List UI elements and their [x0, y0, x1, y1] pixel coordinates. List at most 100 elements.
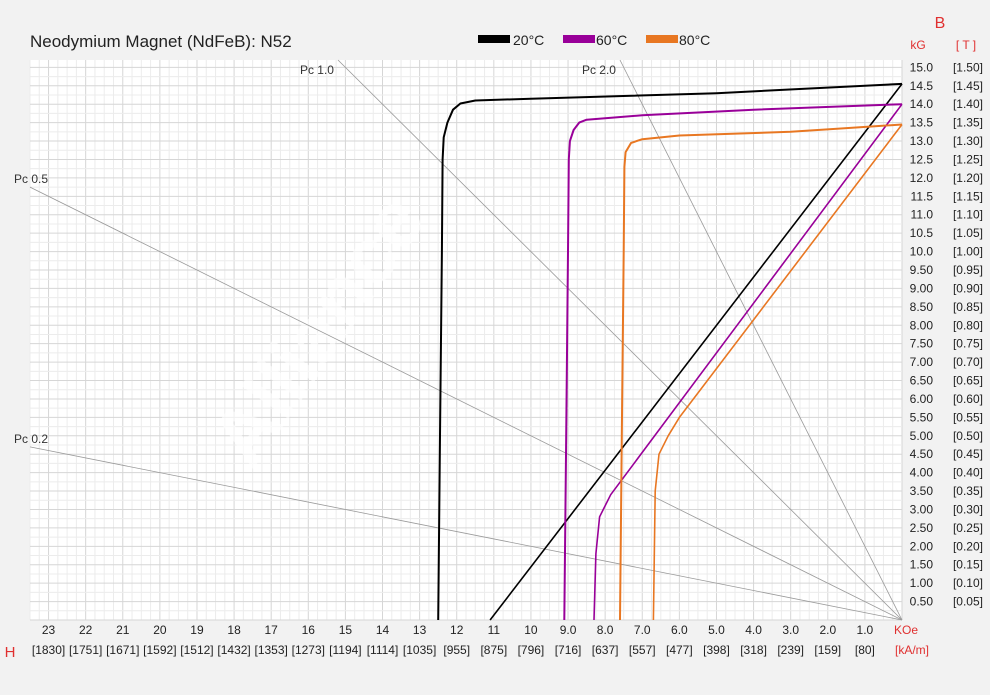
load-line-pc-2	[619, 59, 903, 621]
y-tick-label-secondary: [0.90]	[953, 281, 983, 295]
load-line-label-pc-1: Pc 1.0	[300, 63, 334, 77]
x-tick-label: 13	[413, 623, 427, 637]
y-tick-label: 2.50	[910, 521, 934, 535]
x-tick-label-secondary: [159]	[814, 643, 841, 657]
x-tick-label: 18	[227, 623, 241, 637]
x-tick-label: 16	[302, 623, 316, 637]
y-tick-label: 9.00	[910, 281, 934, 295]
x-tick-label-secondary: [1751]	[69, 643, 102, 657]
y-tick-label: 15.0	[910, 60, 934, 74]
y-tick-label-secondary: [0.55]	[953, 410, 983, 424]
legend-swatch-80c	[646, 35, 678, 43]
x-tick-label-secondary: [1830]	[32, 643, 65, 657]
x-tick-label: 7.0	[634, 623, 651, 637]
load-line-pc-0-2	[29, 446, 903, 621]
x-tick-label: 1.0	[857, 623, 874, 637]
legend-label-60c: 60°C	[596, 32, 627, 48]
x-tick-label-secondary: [716]	[555, 643, 582, 657]
x-tick-label: 4.0	[745, 623, 762, 637]
y-tick-label-secondary: [0.95]	[953, 263, 983, 277]
x-tick-label: 23	[42, 623, 56, 637]
x-axis-unit-primary: KOe	[894, 623, 918, 637]
x-tick-label-secondary: [239]	[777, 643, 804, 657]
x-tick-label: 3.0	[782, 623, 799, 637]
x-tick-label-secondary: [318]	[740, 643, 767, 657]
x-tick-label-secondary: [1273]	[292, 643, 325, 657]
y-tick-label-secondary: [1.00]	[953, 245, 983, 259]
axes: 23 [1830] 22 [1751] 21 [1671] 20 [1592] 19 [1512]…	[32, 60, 983, 657]
grid	[29, 60, 903, 621]
y-tick-label-secondary: [0.75]	[953, 337, 983, 351]
y-axis-unit-primary: kG	[910, 38, 925, 52]
y-axis-name: B	[935, 15, 946, 32]
y-tick-label-secondary: [0.10]	[953, 576, 983, 590]
x-tick-label-secondary: [955]	[443, 643, 470, 657]
y-tick-label: 4.00	[910, 466, 934, 480]
y-tick-label: 4.50	[910, 447, 934, 461]
load-line-label-pc-2: Pc 2.0	[582, 63, 616, 77]
x-tick-label: 20	[153, 623, 167, 637]
y-tick-label: 3.50	[910, 484, 934, 498]
series-60c-normal-curve	[563, 103, 903, 621]
x-tick-label-secondary: [398]	[703, 643, 730, 657]
x-tick-label-secondary: [637]	[592, 643, 619, 657]
y-tick-label: 7.00	[910, 355, 934, 369]
x-tick-label-secondary: [477]	[666, 643, 693, 657]
y-tick-label: 6.00	[910, 392, 934, 406]
series	[437, 82, 903, 621]
y-tick-label: 11.5	[911, 189, 934, 203]
x-tick-label-secondary: [1512]	[180, 643, 213, 657]
y-tick-label-secondary: [0.80]	[953, 318, 983, 332]
y-tick-label: 3.00	[910, 502, 934, 516]
y-tick-label: 13.5	[910, 116, 934, 130]
y-tick-label: 1.00	[910, 576, 934, 590]
y-tick-label: 0.50	[910, 595, 934, 609]
y-tick-label-secondary: [0.40]	[953, 466, 983, 480]
x-tick-label: 17	[265, 623, 279, 637]
series-60c-recoil-line	[593, 103, 903, 621]
x-axis-unit-secondary: [kA/m]	[895, 643, 929, 657]
legend-label-20c: 20°C	[513, 32, 544, 48]
series-20c-recoil-line	[489, 83, 903, 621]
y-tick-label: 2.00	[910, 539, 934, 553]
y-tick-label-secondary: [0.50]	[953, 429, 983, 443]
y-tick-label-secondary: [0.15]	[953, 558, 983, 572]
series-80c-recoil-line	[652, 124, 903, 621]
x-tick-label-secondary: [875]	[480, 643, 507, 657]
load-lines: Pc 0.2 Pc 0.5 Pc 1.0 Pc 2.0	[14, 59, 903, 621]
load-line-pc-0-5	[29, 186, 903, 621]
x-tick-label-secondary: [80]	[855, 643, 875, 657]
x-tick-label-secondary: [1592]	[143, 643, 176, 657]
y-tick-label: 10.0	[910, 245, 934, 259]
x-tick-label-secondary: [1035]	[403, 643, 436, 657]
x-tick-label: 9.0	[560, 623, 577, 637]
y-tick-label: 8.00	[910, 318, 934, 332]
load-line-label-pc-0-5: Pc 0.5	[14, 172, 48, 186]
y-tick-label-secondary: [0.30]	[953, 502, 983, 516]
x-tick-label: 22	[79, 623, 93, 637]
x-axis-name: H	[5, 644, 16, 661]
y-tick-label: 1.50	[910, 558, 934, 572]
x-tick-label: 12	[450, 623, 464, 637]
x-tick-label: 19	[190, 623, 204, 637]
y-tick-label-secondary: [0.65]	[953, 374, 983, 388]
y-tick-label-secondary: [0.45]	[953, 447, 983, 461]
y-tick-label-secondary: [1.15]	[953, 189, 983, 203]
y-tick-label-secondary: [1.35]	[953, 116, 983, 130]
y-tick-label-secondary: [1.20]	[953, 171, 983, 185]
y-tick-label-secondary: [1.10]	[953, 208, 983, 222]
x-tick-label: 6.0	[671, 623, 688, 637]
chart-title: Neodymium Magnet (NdFeB): N52	[30, 32, 292, 51]
y-tick-label: 12.5	[910, 152, 934, 166]
y-tick-label: 11.0	[911, 208, 934, 222]
legend: 20°C 60°C 80°C	[478, 32, 710, 48]
y-axis-unit-secondary: [ T ]	[956, 38, 976, 52]
series-20c-normal-curve	[437, 82, 903, 621]
y-tick-label-secondary: [1.25]	[953, 152, 983, 166]
y-tick-label-secondary: [1.45]	[953, 79, 983, 93]
x-tick-label-secondary: [1353]	[255, 643, 288, 657]
y-tick-label: 6.50	[910, 374, 934, 388]
series-80c-normal-curve	[619, 123, 903, 621]
